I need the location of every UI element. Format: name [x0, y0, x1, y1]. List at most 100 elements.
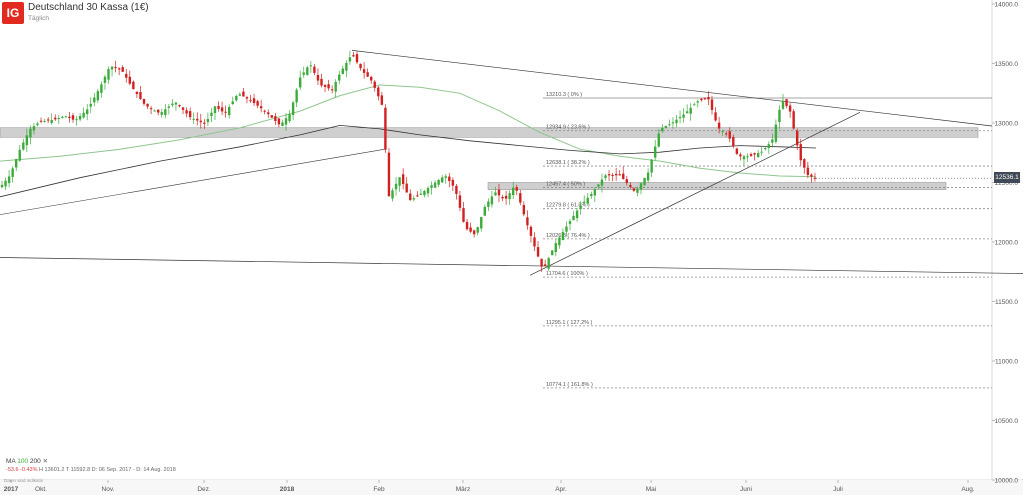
candle-body — [675, 119, 678, 124]
candle-body — [721, 131, 724, 133]
candle-body — [320, 78, 323, 86]
candle-body — [352, 55, 355, 57]
ma-indicator-legend[interactable]: MA 100 200 ✕ — [6, 457, 48, 465]
candle-body — [68, 116, 71, 118]
candle-body — [767, 144, 770, 149]
candle-body — [302, 72, 305, 75]
candle-body — [717, 122, 721, 129]
candle-body — [267, 112, 270, 115]
candle-body — [746, 156, 749, 158]
y-tick-label: 14000.0 — [995, 2, 1019, 9]
candle-body — [646, 172, 650, 181]
candle-body — [203, 122, 206, 124]
fib-level-label: 10774.1 ( 161.8% ) — [546, 382, 593, 388]
candle-body — [575, 210, 579, 219]
candle-body — [522, 204, 526, 215]
candle-body — [373, 81, 376, 88]
ma-100-label: 100 — [17, 458, 29, 465]
candle-body — [490, 196, 494, 205]
fib-level-label: 13210.3 ( 0% ) — [546, 92, 582, 98]
candle-body — [167, 106, 171, 108]
candle-body — [164, 109, 167, 116]
candle-body — [426, 188, 430, 194]
candle-body — [614, 173, 618, 176]
candle-body — [54, 117, 57, 120]
candle-body — [288, 114, 291, 122]
candle-body — [689, 107, 692, 114]
candle-body — [700, 98, 703, 101]
support-resistance-zone — [487, 182, 947, 190]
candle-body — [657, 133, 660, 147]
candle-body — [512, 187, 515, 196]
candle-body — [551, 250, 554, 256]
candle-body — [472, 230, 476, 235]
candle-body — [405, 183, 408, 193]
candle-body — [277, 118, 281, 125]
candle-body — [774, 124, 778, 142]
candle-body — [43, 121, 46, 123]
candle-body — [157, 109, 160, 113]
fib-level-label: 11704.6 ( 100% ) — [546, 271, 588, 277]
candle-body — [739, 154, 742, 157]
candle-body — [501, 196, 504, 199]
candles — [0, 50, 817, 272]
candle-body — [380, 95, 384, 105]
candle-body — [220, 107, 224, 112]
ma-label: MA — [6, 458, 16, 465]
candle-body — [299, 77, 302, 88]
candle-body — [366, 72, 369, 77]
date-range: D: 06 Sep. 2017 - D: 14 Aug. 2018 — [91, 467, 176, 473]
candle-body — [529, 226, 533, 236]
candle-body — [469, 227, 472, 232]
y-tick-label: 12000.0 — [995, 240, 1019, 247]
x-tick-label: Aug. — [961, 486, 975, 493]
candle-body — [46, 119, 50, 121]
candle-body — [15, 159, 18, 168]
candle-body — [348, 57, 352, 62]
candle-body — [409, 193, 412, 201]
candle-body — [558, 237, 561, 246]
candle-body — [71, 115, 75, 120]
candle-body — [139, 92, 142, 99]
candle-body — [377, 87, 380, 97]
candle-body — [597, 184, 600, 187]
interval-label: Täglich — [28, 15, 49, 22]
candle-body — [160, 112, 163, 115]
candle-body — [196, 118, 199, 121]
candle-body — [338, 74, 341, 81]
candle-body — [671, 122, 675, 124]
candle-body — [504, 195, 508, 199]
candle-body — [742, 156, 746, 160]
ig-logo: IG — [2, 2, 24, 24]
candle-body — [61, 116, 64, 118]
candle-body — [359, 63, 362, 69]
candle-body — [11, 168, 14, 177]
candle-body — [586, 197, 589, 204]
candle-body — [50, 119, 53, 124]
candle-body — [7, 176, 11, 184]
candle-body — [735, 148, 739, 154]
candle-body — [291, 102, 295, 115]
price-info-line: -53.6 -0.43% H 13601.2 T 11592.8 D: 06 S… — [6, 467, 176, 473]
x-tick-label: Juni — [740, 486, 752, 493]
close-icon[interactable]: ✕ — [42, 458, 49, 465]
candle-body — [629, 185, 632, 187]
candle-body — [245, 97, 249, 99]
candle-body — [760, 151, 763, 153]
candle-body — [554, 243, 557, 253]
candle-body — [36, 123, 39, 126]
candle-body — [224, 111, 227, 113]
candle-body — [593, 189, 597, 196]
candle-body — [707, 96, 710, 100]
candle-body — [330, 89, 334, 91]
candle-body — [132, 81, 135, 90]
candle-body — [714, 112, 717, 121]
candle-body — [270, 115, 273, 118]
candle-body — [643, 178, 646, 186]
candle-body — [313, 66, 316, 73]
candle-body — [483, 206, 486, 216]
candle-body — [749, 154, 753, 156]
support-trend-line — [0, 148, 386, 215]
candle-body — [103, 76, 107, 83]
